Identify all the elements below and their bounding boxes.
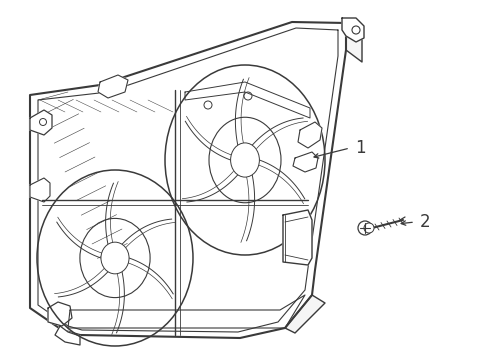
Polygon shape: [292, 152, 317, 172]
Ellipse shape: [230, 143, 259, 177]
Polygon shape: [98, 75, 128, 98]
Ellipse shape: [101, 242, 129, 274]
Ellipse shape: [363, 223, 373, 233]
Text: 2: 2: [419, 213, 430, 231]
Polygon shape: [48, 302, 72, 326]
Text: 1: 1: [354, 139, 365, 157]
Polygon shape: [30, 22, 346, 338]
Polygon shape: [297, 122, 321, 148]
Polygon shape: [346, 23, 361, 62]
Polygon shape: [341, 18, 363, 42]
Polygon shape: [55, 326, 80, 345]
Polygon shape: [285, 295, 325, 333]
Polygon shape: [283, 210, 311, 265]
Ellipse shape: [357, 221, 371, 235]
Polygon shape: [30, 110, 52, 135]
Polygon shape: [30, 178, 50, 202]
